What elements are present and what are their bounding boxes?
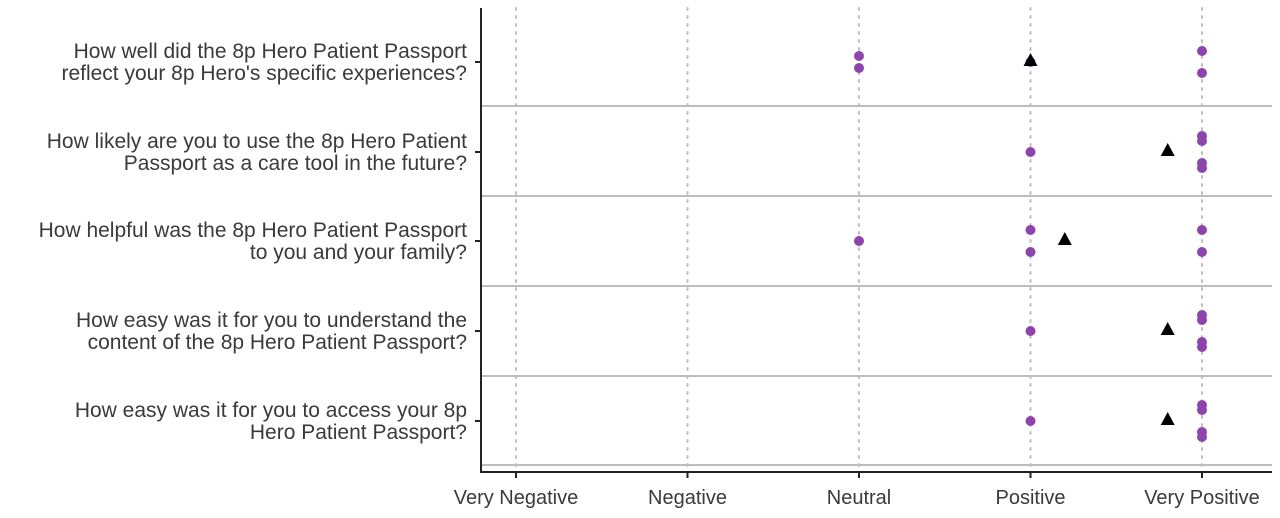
- question-label-line: How easy was it for you to understand th…: [76, 309, 467, 332]
- axis-layer: [475, 8, 1272, 478]
- mean-marker: [1057, 232, 1072, 245]
- question-label-line: to you and your family?: [250, 241, 467, 264]
- x-tick-label: Very Positive: [1144, 487, 1260, 509]
- point-layer: [854, 46, 1207, 442]
- response-point: [1197, 315, 1207, 325]
- question-label: How likely are you to use the 8p Hero Pa…: [47, 130, 467, 175]
- question-label: How helpful was the 8p Hero Patient Pass…: [39, 219, 468, 264]
- response-point: [1197, 342, 1207, 352]
- response-point: [1025, 326, 1036, 336]
- question-label-line: How likely are you to use the 8p Hero Pa…: [47, 130, 467, 153]
- question-label-line: How well did the 8p Hero Patient Passpor…: [74, 40, 468, 63]
- question-label-line: How helpful was the 8p Hero Patient Pass…: [39, 219, 468, 242]
- label-layer: Very Negative Negative Neutral Positive Very…: [39, 40, 1260, 509]
- separator-layer: [481, 105, 1272, 466]
- response-point: [1197, 225, 1207, 235]
- mean-marker: [1160, 412, 1175, 425]
- response-point: [1197, 46, 1207, 56]
- response-point: [1197, 68, 1207, 78]
- response-point: [1197, 136, 1207, 146]
- question-label-line: Hero Patient Passport?: [250, 421, 467, 444]
- x-tick-label: Positive: [995, 487, 1065, 509]
- response-point: [854, 63, 864, 73]
- question-label-line: How easy was it for you to access your 8…: [75, 399, 467, 422]
- mean-marker: [1023, 53, 1038, 66]
- response-point: [1197, 405, 1207, 415]
- question-label: How easy was it for you to understand th…: [76, 309, 467, 354]
- response-point: [1197, 247, 1207, 257]
- x-tick-label: Very Negative: [454, 487, 579, 509]
- response-point: [1025, 225, 1036, 235]
- response-point: [1197, 163, 1207, 173]
- question-label-line: reflect your 8p Hero's specific experien…: [61, 62, 467, 85]
- question-label-line: Passport as a care tool in the future?: [124, 152, 467, 175]
- response-point: [1025, 147, 1036, 157]
- response-point: [854, 236, 864, 246]
- question-label-line: content of the 8p Hero Patient Passport?: [88, 331, 467, 354]
- response-point: [1197, 432, 1207, 442]
- mean-marker: [1160, 143, 1175, 156]
- response-point: [854, 51, 864, 61]
- response-point: [1025, 247, 1036, 257]
- x-tick-label: Neutral: [827, 487, 891, 509]
- response-point: [1025, 416, 1036, 426]
- mean-marker: [1160, 322, 1175, 335]
- x-tick-label: Negative: [648, 487, 727, 509]
- question-label: How easy was it for you to access your 8…: [75, 399, 467, 444]
- question-label: How well did the 8p Hero Patient Passpor…: [61, 40, 467, 85]
